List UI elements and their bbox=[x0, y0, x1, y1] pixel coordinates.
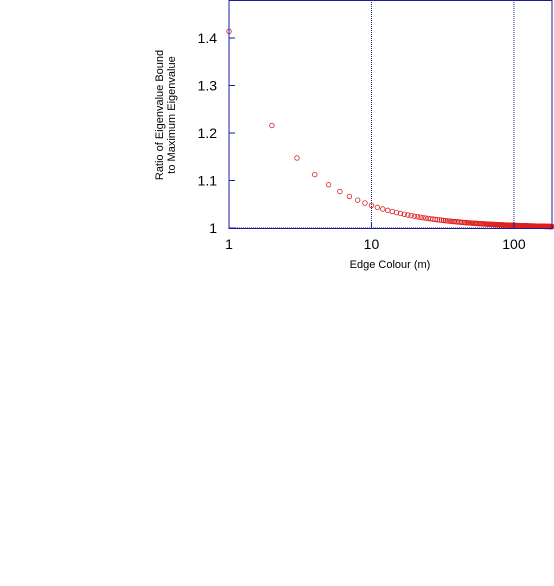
data-point-m4 bbox=[312, 171, 318, 178]
data-point-m6 bbox=[337, 188, 343, 195]
data-point-m24 bbox=[422, 215, 429, 221]
data-point-m2 bbox=[269, 122, 275, 129]
data-point-m12 bbox=[380, 206, 386, 212]
data-point-m14 bbox=[389, 208, 395, 215]
grid-lines bbox=[229, 0, 552, 229]
data-point-m20 bbox=[411, 213, 418, 219]
data-point-m31 bbox=[438, 217, 445, 223]
data-point-m34 bbox=[444, 218, 450, 224]
y-tick-label-1.3: 1.3 bbox=[198, 78, 218, 94]
data-point-m30 bbox=[436, 217, 443, 223]
y-tick-label-1.1: 1.1 bbox=[198, 173, 218, 189]
data-point-m35 bbox=[446, 218, 452, 224]
data-point-m8 bbox=[354, 197, 361, 203]
data-point-m32 bbox=[440, 217, 447, 224]
y-tick-label-1: 1 bbox=[209, 220, 217, 236]
data-point-m15 bbox=[393, 209, 400, 216]
y-tick-label-1.4: 1.4 bbox=[198, 30, 218, 46]
y-axis-label-line-2: to Maximum Eigenvalue bbox=[166, 56, 178, 173]
data-point-m10 bbox=[368, 202, 375, 209]
data-point-m19 bbox=[408, 212, 414, 219]
x-tick-label-100: 100 bbox=[502, 236, 526, 252]
data-point-m21 bbox=[414, 214, 421, 220]
y-axis-label-line-1: Ratio of Eigenvalue Bound bbox=[154, 50, 166, 180]
data-series bbox=[226, 28, 554, 230]
x-tick-label-1: 1 bbox=[225, 236, 233, 252]
data-point-m13 bbox=[385, 207, 391, 214]
x-axis-label: Edge Colour (m) bbox=[350, 259, 431, 271]
data-point-m7 bbox=[346, 193, 353, 200]
tick-labels: 1 1.1 1.2 1.3 1.4 1 10 100 bbox=[198, 30, 526, 252]
y-tick-label-1.2: 1.2 bbox=[198, 125, 218, 141]
data-point-m9 bbox=[362, 200, 368, 206]
data-point-m11 bbox=[374, 204, 381, 211]
data-point-m23 bbox=[420, 214, 426, 221]
data-point-m22 bbox=[417, 214, 423, 220]
data-point-m5 bbox=[325, 181, 332, 188]
data-point-m29 bbox=[434, 217, 441, 223]
x-tick-label-10: 10 bbox=[364, 236, 380, 252]
data-point-m16 bbox=[397, 210, 404, 217]
data-point-m33 bbox=[442, 217, 449, 224]
data-point-m18 bbox=[405, 212, 411, 218]
data-point-m17 bbox=[401, 211, 407, 217]
plot-frame bbox=[228, 0, 553, 229]
data-point-m3 bbox=[294, 155, 300, 161]
axis-ticks bbox=[228, 37, 515, 229]
